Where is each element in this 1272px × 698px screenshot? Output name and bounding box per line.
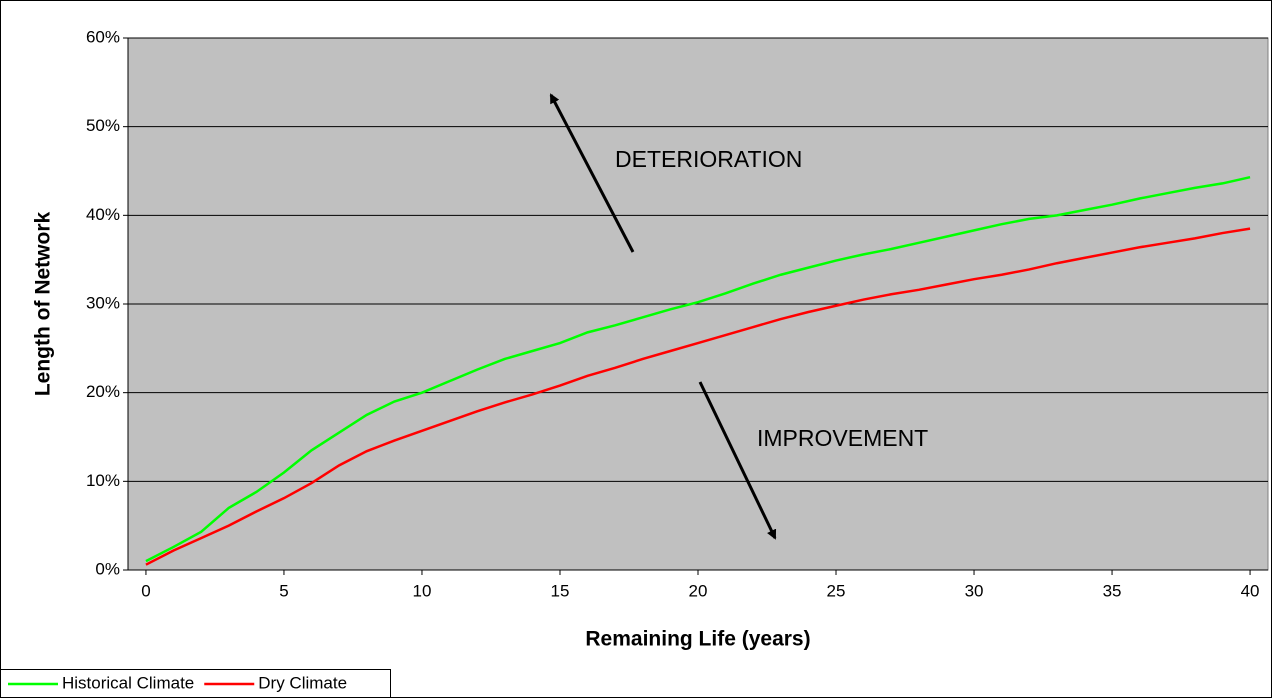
arrow-up [549, 93, 635, 253]
x-tick-label: 25 [827, 581, 846, 600]
x-tick-label: 35 [1103, 581, 1122, 600]
series-line [145, 227, 1251, 566]
y-tick-label: 50% [86, 116, 120, 135]
arrow-down [698, 381, 777, 540]
x-tick-label: 30 [965, 581, 984, 600]
y-tick-label: 60% [86, 27, 120, 46]
x-tick-label: 0 [141, 581, 150, 600]
y-tick-label: 30% [86, 293, 120, 312]
x-tick-label: 20 [689, 581, 708, 600]
series-line [145, 175, 1251, 563]
annotation: DETERIORATION [615, 146, 802, 172]
x-tick-label: 10 [413, 581, 432, 600]
legend-label: Historical Climate [62, 673, 194, 692]
x-tick-label: 15 [551, 581, 570, 600]
y-tick-label: 20% [86, 382, 120, 401]
y-tick-label: 40% [86, 205, 120, 224]
annotation: IMPROVEMENT [757, 425, 928, 451]
x-axis-title: Remaining Life (years) [585, 628, 810, 651]
x-tick-label: 5 [279, 581, 288, 600]
x-tick-label: 40 [1241, 581, 1260, 600]
legend-label: Dry Climate [258, 673, 347, 692]
y-axis-title: Length of Network [32, 212, 55, 397]
y-tick-label: 10% [86, 471, 120, 490]
y-tick-label: 0% [95, 559, 120, 578]
legend [0, 669, 391, 698]
